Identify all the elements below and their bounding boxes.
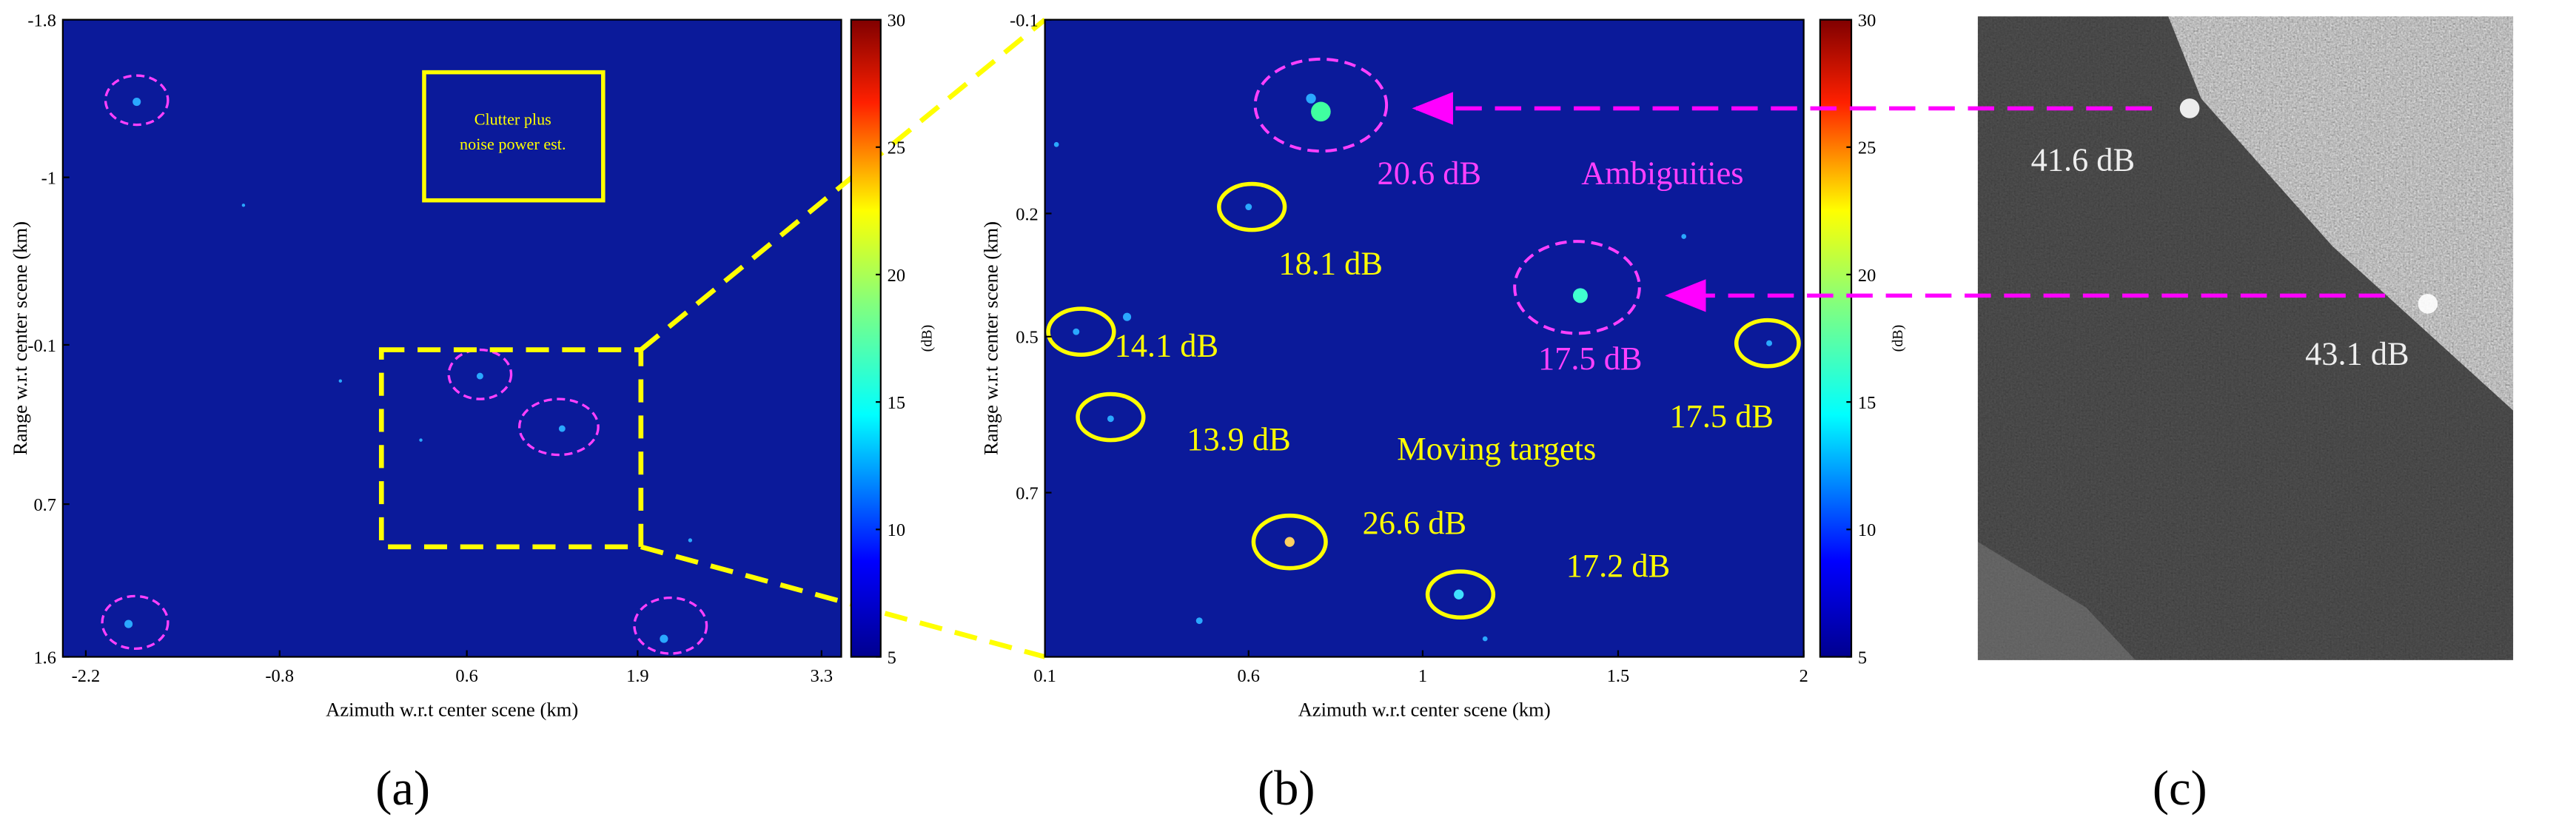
y-tick-label: -0.1 [27,336,56,356]
panel-label: (b) [1258,762,1315,816]
colorbar-tick-label: 5 [1858,648,1867,668]
x-tick-label: 1.9 [626,666,648,686]
x-axis-label: Azimuth w.r.t center scene (km) [326,698,578,720]
colorbar-tick-label: 15 [1858,393,1876,413]
y-tick-label: 0.2 [1016,204,1039,224]
heatmap-b [1044,19,1805,658]
colorbar-b [1819,19,1853,658]
x-tick-label: 1 [1418,666,1427,686]
colorbar-tick-label: 10 [1858,520,1876,540]
y-tick-label: -0.1 [1010,10,1039,30]
targets-b [1053,93,1773,642]
colorbar-tick-label: 5 [888,648,896,668]
clutter-box [422,70,606,203]
colorbar-a [850,19,882,658]
x-tick-label: 0.6 [455,666,477,686]
colorbar-tick-label: 30 [1858,10,1876,30]
sar-image [1977,16,2514,660]
annotation: noise power est. [460,135,566,153]
y-tick-label: 0.5 [1016,328,1039,348]
colorbar-tick-label: 10 [888,520,905,540]
annotation: 26.6 dB [1363,504,1467,541]
y-tick-label: 0.7 [33,495,56,515]
ambiguity-circles-b [1253,57,1641,335]
annotation: Ambiguities [1581,154,1743,191]
annotation: 17.5 dB [1669,397,1774,434]
x-tick-label: 0.6 [1238,666,1261,686]
y-axis-label: Range w.r.t center scene (km) [979,221,1002,455]
annotation: 13.9 dB [1187,420,1291,457]
colorbar-label: (dB) [1890,325,1906,352]
colorbar-tick-label: 25 [1858,138,1876,158]
panel-label: (c) [2153,762,2207,816]
y-axis-label: Range w.r.t center scene (km) [9,221,31,455]
annotation: 18.1 dB [1278,245,1383,282]
annotation: 20.6 dB [1378,154,1482,191]
annotations-b: 20.6 dB Ambiguities 18.1 dB 14.1 dB 17.5… [1115,154,1774,583]
annotation: 41.6 dB [2031,141,2136,178]
zoom-connector [639,18,1047,352]
colorbar-tick-label: 30 [888,10,905,30]
x-tick-label: -2.2 [72,666,101,686]
targets-a [124,98,693,643]
x-tick-label: 3.3 [811,666,833,686]
annotation: 17.5 dB [1538,340,1643,377]
colorbar-tick-label: 20 [1858,266,1876,286]
colorbar-tick-label: 25 [888,138,905,158]
y-tick-label: -1.8 [27,10,56,30]
annotation: 17.2 dB [1566,547,1671,584]
x-tick-label: 0.1 [1033,666,1056,686]
annotation: 14.1 dB [1115,326,1219,363]
x-tick-label: 2 [1799,666,1808,686]
x-tick-label: -0.8 [265,666,294,686]
zoom-box [378,347,644,550]
annotation: Moving targets [1397,430,1596,467]
x-axis-label: Azimuth w.r.t center scene (km) [1298,698,1551,720]
colorbar-tick-label: 20 [888,266,905,286]
y-tick-label: 1.6 [33,648,56,668]
target-circles-b [1046,181,1801,620]
y-tick-label: -1 [41,168,56,188]
annotation: 43.1 dB [2305,335,2409,372]
annotation: Clutter plus [474,110,551,129]
x-tick-label: 1.5 [1607,666,1630,686]
ambiguity-circles-a [101,74,708,655]
colorbar-tick-label: 15 [888,393,905,413]
y-tick-label: 0.7 [1016,483,1039,503]
colorbar-label: (dB) [919,325,936,352]
heatmap-a [61,19,842,658]
panel-label: (a) [375,762,430,816]
